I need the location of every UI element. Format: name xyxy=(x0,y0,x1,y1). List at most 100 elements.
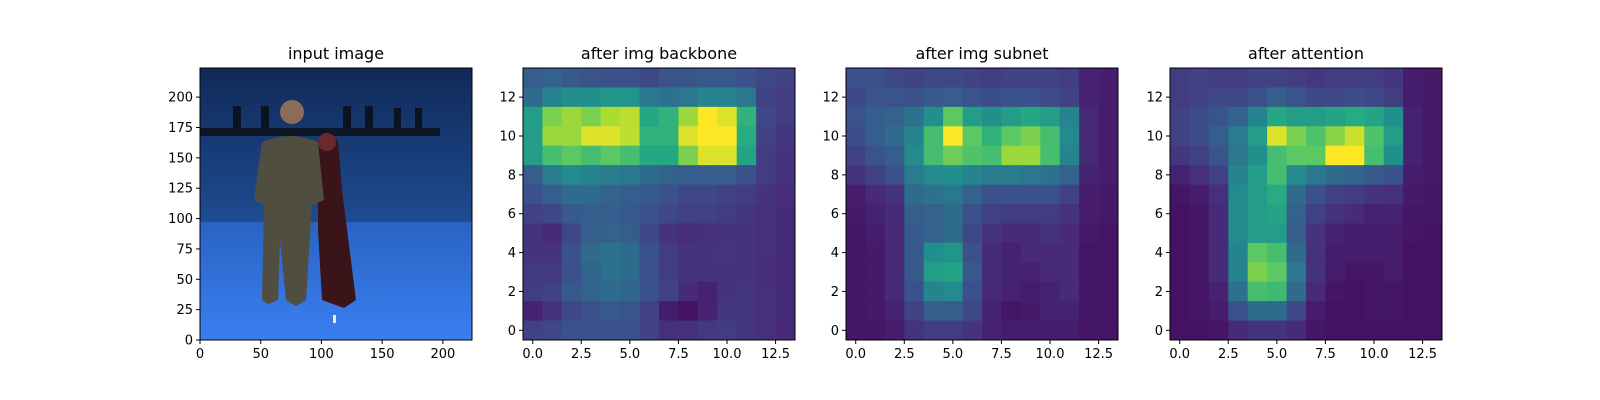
x-tick-label: 5.0 xyxy=(1267,347,1288,362)
heatmap-cell xyxy=(1306,301,1326,321)
x-tick-label: 12.5 xyxy=(1084,347,1113,362)
heatmap-cell xyxy=(1208,301,1229,321)
heatmap-cell xyxy=(846,281,866,302)
heatmap-cell xyxy=(923,281,944,302)
heatmap-cell xyxy=(943,320,963,341)
heatmap-cell xyxy=(1098,87,1119,108)
heatmap-cell xyxy=(1098,281,1119,302)
heatmap-cell xyxy=(943,68,963,88)
heatmap-cell xyxy=(639,106,660,127)
heatmap-cell xyxy=(846,165,866,185)
heatmap-cell xyxy=(1098,223,1119,244)
heatmap-cell xyxy=(697,223,718,244)
heatmap-cell xyxy=(1306,320,1326,341)
heatmap-cell xyxy=(1001,165,1022,185)
panel-after-img-backbone: after img backbone 0.0 2.5 5.0 7.5 10.0 12.50… xyxy=(499,44,796,362)
heatmap-cell xyxy=(884,165,905,185)
heatmap-cell xyxy=(923,87,944,108)
heatmap-cell xyxy=(1286,106,1307,127)
heatmap-cell xyxy=(1208,242,1229,263)
heatmap-cell xyxy=(717,262,738,283)
heatmap-cell xyxy=(678,165,699,185)
heatmap-cell xyxy=(620,301,640,321)
heatmap-cell xyxy=(846,204,866,224)
heatmap-cell xyxy=(1189,320,1210,341)
heatmap-cell xyxy=(943,184,963,205)
heatmap-cell xyxy=(659,204,679,224)
heatmap-cell xyxy=(659,87,679,108)
person-suit xyxy=(254,136,324,306)
heatmap-cell xyxy=(697,87,718,108)
panel-title: input image xyxy=(288,44,384,63)
heatmap-cell xyxy=(982,68,1002,88)
plot-frame xyxy=(845,67,1119,341)
heatmap-cell xyxy=(1208,204,1229,224)
heatmap-cell xyxy=(639,281,660,302)
heatmap-cell xyxy=(923,204,944,224)
heatmap-cell xyxy=(1403,145,1423,166)
heatmap-cell xyxy=(904,262,925,283)
heatmap-cell xyxy=(736,242,757,263)
x-tick-label: 12.5 xyxy=(1408,347,1437,362)
heatmap-cell xyxy=(523,145,543,166)
heatmap-cell xyxy=(1422,165,1443,185)
heatmap-cell xyxy=(884,281,905,302)
heatmap-cell xyxy=(620,106,640,127)
heatmap-cell xyxy=(697,281,718,302)
heatmap-cell xyxy=(962,126,983,147)
heatmap-cell xyxy=(1059,165,1080,185)
heatmap-cell xyxy=(1020,223,1041,244)
heatmap-cell xyxy=(904,68,925,88)
heatmap-cell xyxy=(904,145,925,166)
heatmap-cell xyxy=(846,126,866,147)
heatmap-cell xyxy=(756,204,776,224)
heatmap-cell xyxy=(1344,320,1365,341)
heatmap-cell xyxy=(923,320,944,341)
heatmap-cell xyxy=(561,262,582,283)
y-tick-label: 0 xyxy=(185,334,193,349)
camera-mount-2 xyxy=(261,106,269,128)
heatmap-cell xyxy=(542,301,563,321)
heatmap-cell xyxy=(1364,126,1385,147)
heatmap-cell xyxy=(1364,68,1385,88)
heatmap-cell xyxy=(639,242,660,263)
heatmap-cell xyxy=(865,242,886,263)
heatmap-cell xyxy=(717,106,738,127)
heatmap-cell xyxy=(775,281,796,302)
heatmap-cell xyxy=(542,242,563,263)
heatmap-cell xyxy=(1403,126,1423,147)
heatmap-cell xyxy=(1383,281,1404,302)
y-tick-label: 10 xyxy=(499,130,516,145)
panel-after-attention: after attention 0.0 2.5 5.0 7.5 10.0 12.5 0 2 4 6… xyxy=(1146,44,1443,362)
heatmap-cell xyxy=(904,320,925,341)
heatmap-cell xyxy=(775,126,796,147)
heatmap-cell xyxy=(1170,320,1190,341)
heatmap-cell xyxy=(982,165,1002,185)
heatmap-cell xyxy=(982,204,1002,224)
x-tick-label: 50 xyxy=(252,347,269,362)
y-tick-label: 2 xyxy=(831,285,839,300)
heatmap-cell xyxy=(600,87,621,108)
heatmap-cell xyxy=(943,87,963,108)
heatmap-cell xyxy=(756,281,776,302)
heatmap-cell xyxy=(923,262,944,283)
heatmap-cell xyxy=(943,165,963,185)
heatmap-cell xyxy=(1422,281,1443,302)
heatmap-cell xyxy=(756,68,776,88)
heatmap-cell xyxy=(581,126,602,147)
heatmap-cell xyxy=(1267,320,1287,341)
heatmap-cell xyxy=(982,242,1002,263)
heatmap-cell xyxy=(923,165,944,185)
heatmap-cell xyxy=(1020,184,1041,205)
heatmap-cell xyxy=(1208,262,1229,283)
heatmap-cell xyxy=(1079,184,1099,205)
heatmap-cell xyxy=(1403,106,1423,127)
heatmap-cell xyxy=(1306,223,1326,244)
heatmap-cell xyxy=(717,223,738,244)
heatmap-cell xyxy=(756,145,776,166)
heatmap-cell xyxy=(1403,242,1423,263)
heatmap-cell xyxy=(982,223,1002,244)
heatmap-cell xyxy=(982,87,1002,108)
heatmap-cell xyxy=(697,184,718,205)
heatmap-cell xyxy=(962,320,983,341)
